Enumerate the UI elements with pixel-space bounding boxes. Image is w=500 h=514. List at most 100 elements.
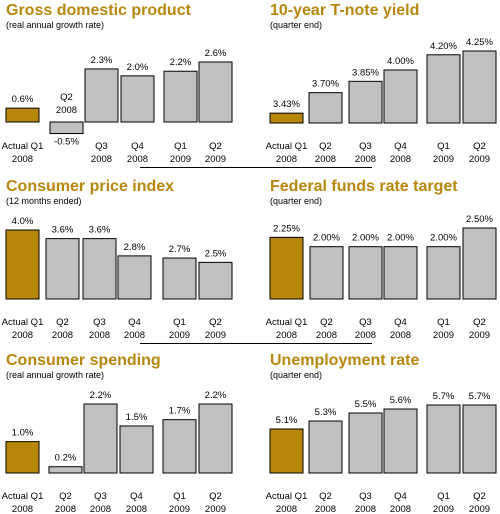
chart-title: Gross domestic product [6,2,191,19]
bar-forecast [462,227,497,300]
value-label: 2.2% [205,390,227,401]
chart-panel-cpi: Consumer price index (12 months ended) 4… [2,178,244,341]
bar-forecast [383,408,418,474]
category-label: Q2 [320,317,333,328]
category-label: Q4 [394,141,407,152]
chart-title: Federal funds rate target [270,178,458,195]
chart-subtitle: (real annual growth rate) [6,370,105,380]
value-label: 2.7% [169,244,191,255]
bar-forecast [348,246,383,300]
chart-subtitle: (quarter end) [270,370,323,380]
category-year-label: 2008 [90,504,111,514]
category-label: Q4 [394,317,407,328]
category-label: Q2 [473,141,486,152]
category-label: Q1 [173,491,186,502]
category-label: Actual Q1 [2,141,44,152]
bar-forecast [82,238,117,300]
value-label: 4.0% [12,216,34,227]
category-year-label: 2008 [355,154,376,165]
value-label: 3.85% [352,67,379,78]
category-year-label: 2008 [390,504,411,514]
category-year-label: 2008 [56,105,77,116]
section-divider [140,343,372,344]
category-year-label: 2009 [433,330,454,341]
chart-title: Consumer spending [6,352,161,369]
bar-forecast [308,420,343,474]
value-label: 5.7% [433,391,455,402]
category-label: Q3 [359,141,372,152]
chart-panel-consumer-spending: Consumer spending (real annual growth ra… [2,352,244,514]
category-year-label: 2008 [55,504,76,514]
category-year-label: 2008 [124,330,145,341]
bar-actual [269,236,304,300]
category-year-label: 2009 [433,154,454,165]
category-label: Q2 [319,141,332,152]
category-label: Actual Q1 [266,317,308,328]
chart-subtitle: (quarter end) [270,196,323,206]
category-year-label: 2009 [205,504,226,514]
category-year-label: 2008 [12,330,33,341]
category-label: Q4 [131,141,144,152]
bar-forecast [348,412,383,474]
value-label: 2.2% [170,57,192,68]
chart-svg: 3.43% Actual Q1 2008 3.70% Q2 2008 3.85% Q3 2008… [266,37,497,165]
value-label: 5.5% [355,399,377,410]
bar-forecast [162,257,197,300]
category-label: Q4 [128,317,141,328]
value-label: 3.43% [273,99,300,110]
category-label: Q1 [173,317,186,328]
bar-actual [5,107,40,123]
bar-forecast [48,466,83,474]
bar-forecast [84,68,119,123]
category-year-label: 2008 [315,504,336,514]
value-label: 2.3% [91,55,113,66]
category-year-label: 2008 [355,504,376,514]
bar-forecast [198,261,233,300]
value-label: 4.00% [387,56,414,67]
category-label: Q2 [209,317,222,328]
bar-forecast [83,403,118,474]
category-year-label: 2008 [315,154,336,165]
bar-forecast [462,50,497,124]
value-label: 1.7% [169,406,191,417]
category-year-label: 2008 [12,154,33,165]
category-year-label: 2009 [433,504,454,514]
category-label: Q2 [209,141,222,152]
bar-forecast [198,403,233,474]
category-label: Q1 [437,141,450,152]
value-label: 2.0% [127,62,149,73]
bar-forecast [120,75,155,123]
category-label: Q2 [209,491,222,502]
category-label: Q3 [359,317,372,328]
category-label: Q2 [56,317,69,328]
bar-forecast [426,404,461,474]
bar-forecast [308,92,343,124]
category-year-label: 2008 [89,330,110,341]
category-year-label: 2008 [126,504,147,514]
category-label: Q2 [319,491,332,502]
value-label: 5.3% [315,407,337,418]
category-label: Q3 [359,491,372,502]
category-label: Q1 [437,491,450,502]
category-year-label: 2009 [205,154,226,165]
chart-title: Unemployment rate [270,352,420,369]
bar-forecast [162,419,197,474]
bar-forecast [49,121,84,135]
category-label: Q3 [93,317,106,328]
chart-svg: 2.25% Actual Q1 2008 2.00% Q2 2008 2.00% Q3 2008… [266,214,497,341]
category-year-label: 2008 [91,154,112,165]
category-label: Actual Q1 [2,317,44,328]
category-year-label: 2008 [276,504,297,514]
bar-actual [269,112,304,124]
value-label: 2.5% [205,248,227,259]
section-divider [140,167,372,168]
value-label: 0.2% [55,453,77,464]
chart-subtitle: (quarter end) [270,20,323,30]
bar-forecast [45,238,80,300]
category-label: Actual Q1 [266,491,308,502]
chart-panel-gdp: Gross domestic product (real annual grow… [2,2,244,165]
category-year-label: 2008 [355,330,376,341]
bar-forecast [383,246,418,300]
bar-forecast [309,246,344,300]
value-label: 2.25% [273,223,300,234]
